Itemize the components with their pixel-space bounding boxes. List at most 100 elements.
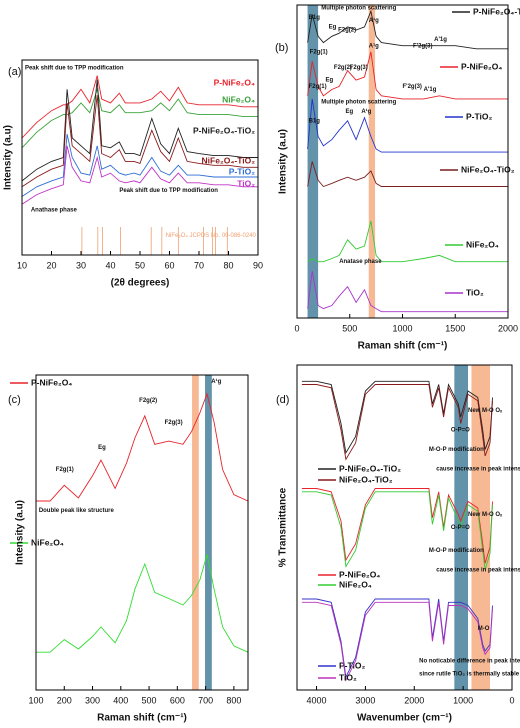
annotation: since rutile TiO₂ is thermally stable <box>419 671 520 677</box>
panel-label: (b) <box>275 42 288 54</box>
y-axis-title: Intensity (a.u) <box>15 500 26 565</box>
x-tick-label: 300 <box>85 695 100 705</box>
annotation: O-P=O <box>451 428 470 434</box>
legend-label: NiFe₂O₄ <box>339 579 372 589</box>
band <box>454 365 469 690</box>
line-series <box>301 488 493 564</box>
annotation: New M-O Oₓ <box>468 408 503 414</box>
x-tick-label: 500 <box>142 695 157 705</box>
annotation: F2g(1) <box>56 467 74 473</box>
band <box>307 5 319 318</box>
band <box>192 375 199 690</box>
annotation: F2g(2) <box>334 65 352 71</box>
line-series <box>21 87 258 149</box>
annotation: Multiple photon scattering <box>321 6 396 12</box>
annotation: Multiple photon scattering <box>321 100 396 106</box>
series-label: P-TiO₂ <box>229 166 256 176</box>
panel: NiFe₂O₄ JCPDS No. 00-086-0240 P-NiFe₂O₄ Ni… <box>3 59 263 289</box>
line-series <box>21 79 258 182</box>
line-series <box>21 145 258 205</box>
legend-label: P-NiFe₂O₄ <box>31 377 72 387</box>
x-tick-label: 30 <box>76 260 86 270</box>
annotation: No noticable difference in peak intensit… <box>419 658 520 664</box>
annotation: A¹g <box>369 42 379 49</box>
annotation: cause increase in peak intensity <box>436 567 520 573</box>
line-series <box>307 220 508 263</box>
x-tick-label: 0 <box>294 323 299 333</box>
line-series <box>307 98 508 153</box>
annotation: M-O-P modification <box>429 447 484 453</box>
x-axis-title: Raman shift (cm⁻¹) <box>358 341 448 352</box>
legend-label: TiO₂ <box>466 287 484 297</box>
annotation: Eg <box>325 78 333 84</box>
line-series <box>301 380 493 455</box>
legend-label: P-NiFe₂O₄-TiO₂ <box>339 463 401 473</box>
x-tick-label: 1000 <box>392 323 412 333</box>
annotation: F2g(2) <box>338 28 356 34</box>
plot-frame <box>35 374 249 691</box>
x-tick-label: 600 <box>170 695 185 705</box>
series-label: NiFe₂O₄-TiO₂ <box>202 155 256 165</box>
legend-label: P-NiFe₂O₄ <box>461 61 502 71</box>
annotation: Eg <box>329 24 337 30</box>
band <box>205 375 212 690</box>
legend-label: NiFe₂O₄ <box>466 239 499 249</box>
line-series <box>301 491 493 570</box>
annotation: F2g(2) <box>139 398 157 404</box>
line-series <box>307 9 508 50</box>
x-tick-label: 3000 <box>355 695 375 705</box>
annotation: M-O <box>478 626 490 632</box>
panel-label: (d) <box>276 394 289 406</box>
legend-label: NiFe₂O₄ <box>31 537 64 547</box>
x-tick-label: 0 <box>509 695 514 705</box>
legend-label: P-NiFe₂O₄-TiO₂ <box>473 6 520 16</box>
panel-label: (c) <box>8 394 21 406</box>
y-axis-title: Intensity (a.u) <box>278 129 289 194</box>
line-series <box>301 384 493 461</box>
legend-label: TiO₂ <box>339 672 357 682</box>
legend-label: P-TiO₂ <box>466 111 493 121</box>
line-series <box>307 51 508 100</box>
annotation: O-P=O <box>451 525 470 531</box>
annotation: F2g(1) <box>310 50 328 56</box>
annotation: A¹g <box>361 108 371 115</box>
series-label: P-NiFe₂O₄ <box>214 77 255 87</box>
annotation: cause increase in peak intensity <box>436 467 520 473</box>
x-tick-label: 40 <box>105 260 115 270</box>
annotation: New M-O Oₓ <box>468 512 503 518</box>
annotation: Double peak like structure <box>39 508 115 514</box>
annotation: F'2g(3) <box>403 84 422 90</box>
legend-label: NiFe₂O₄-TiO₂ <box>339 474 393 484</box>
series-label: P-NiFe₂O₄-TiO₂ <box>193 125 255 135</box>
annotation: F'2g(3) <box>413 43 432 49</box>
annotation: Eg <box>98 445 106 451</box>
band <box>368 5 376 318</box>
annotation: F2g(1) <box>309 84 327 90</box>
plot-frame <box>296 4 509 319</box>
panel: P-NiFe₂O₄ NiFe₂O₄ F2g(1) Eg F2g(2) F2g(3) A¹g D… <box>8 374 249 724</box>
line-series <box>36 392 249 502</box>
line-series <box>21 134 258 197</box>
x-tick-label: 80 <box>223 260 233 270</box>
annotation: Peak shift due to TPP modification <box>119 188 218 194</box>
x-axis-title: Raman shift (cm⁻¹) <box>97 713 187 724</box>
x-tick-label: 1500 <box>445 323 465 333</box>
annotation: Eg <box>346 109 354 115</box>
line-series <box>307 161 508 188</box>
annotation: F2g(3) <box>165 420 183 426</box>
series-label: NiFe₂O₄ <box>222 94 255 104</box>
annotation: Anathase phase <box>31 208 78 214</box>
annotation: F2g(3) <box>350 65 368 71</box>
annotation: A'1g <box>424 87 437 93</box>
x-tick-label: 500 <box>342 323 357 333</box>
plot-frame <box>296 364 513 691</box>
x-tick-label: 700 <box>198 695 213 705</box>
annotation: A¹g <box>211 378 221 385</box>
legend-label: P-TiO₂ <box>339 660 366 670</box>
annotation: A¹g <box>369 17 379 24</box>
panel: P-NiFe₂O₄-TiO₂ P-NiFe₂O₄ P-TiO₂ NiFe₂O₄-TiO… <box>275 4 520 352</box>
annotation: B1g <box>309 15 321 21</box>
x-tick-label: 100 <box>28 695 43 705</box>
x-tick-label: 60 <box>164 260 174 270</box>
legend-label: P-NiFe₂O₄ <box>339 569 380 579</box>
